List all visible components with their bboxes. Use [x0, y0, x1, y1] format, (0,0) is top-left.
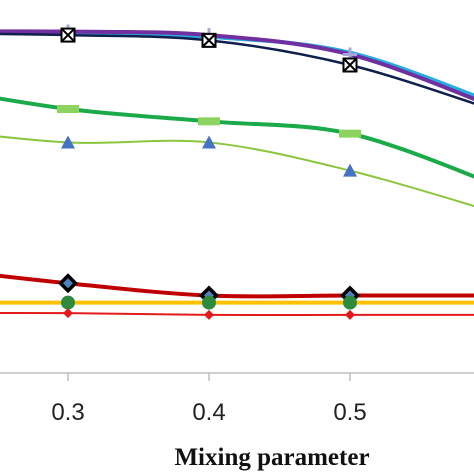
data-point: [198, 117, 220, 126]
data-point: [204, 309, 214, 320]
series-line: [0, 96, 474, 179]
series-lines: [0, 29, 474, 317]
data-point: [202, 295, 216, 310]
data-point: [202, 135, 216, 149]
series-markers: [57, 24, 361, 320]
data-point: [345, 309, 355, 320]
data-point: [339, 129, 361, 138]
x-tick-label: 0.3: [51, 399, 84, 426]
x-axis-ticks: 0.3 0.4 0.5: [51, 373, 367, 426]
x-tick-label: 0.5: [333, 399, 366, 426]
data-point: [58, 273, 78, 294]
data-point: [342, 57, 358, 73]
data-point: [61, 135, 75, 149]
data-point: [63, 308, 73, 319]
data-point: [61, 295, 75, 310]
x-tick-label: 0.4: [192, 399, 225, 426]
data-point: [343, 163, 357, 177]
data-point: [60, 27, 76, 43]
data-point: [57, 105, 79, 113]
series-line: [0, 135, 474, 208]
x-axis-title: Mixing parameter: [174, 444, 369, 471]
data-point: [343, 295, 357, 310]
data-point: [201, 32, 217, 48]
